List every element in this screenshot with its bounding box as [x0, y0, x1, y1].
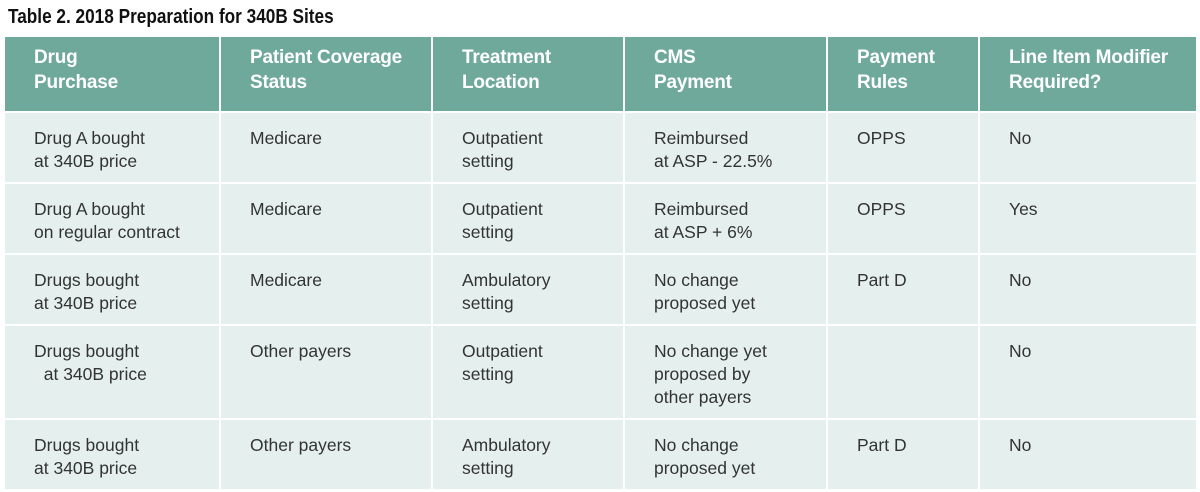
header-patient-coverage-status: Patient Coverage Status [219, 35, 433, 113]
cell-drug-purchase: Drugs bought at 340B price [5, 418, 221, 491]
table-row: Drug A bought on regular contract Medica… [5, 182, 1198, 255]
cell-cms-payment: Reimbursed at ASP - 22.5% [623, 111, 828, 184]
cell-payment-rules: OPPS [826, 111, 980, 184]
cell-cms-payment: Reimbursed at ASP + 6% [623, 182, 828, 255]
preparation-table: Drug Purchase Patient Coverage Status Tr… [5, 35, 1198, 491]
cell-payment-rules [826, 324, 980, 420]
cell-cms-payment: No change proposed yet [623, 253, 828, 326]
cell-line-item-modifier: Yes [978, 182, 1198, 255]
cell-patient-coverage: Medicare [219, 111, 433, 184]
cell-payment-rules: OPPS [826, 182, 980, 255]
cell-patient-coverage: Other payers [219, 418, 433, 491]
table-title: Table 2. 2018 Preparation for 340B Sites [8, 6, 334, 28]
header-payment-rules: Payment Rules [826, 35, 980, 113]
cell-drug-purchase: Drugs bought at 340B price [5, 324, 221, 420]
table-row: Drugs bought at 340B price Other payers … [5, 324, 1198, 420]
cell-payment-rules: Part D [826, 418, 980, 491]
cell-line-item-modifier: No [978, 111, 1198, 184]
cell-cms-payment: No change proposed yet [623, 418, 828, 491]
cell-drug-purchase: Drug A bought on regular contract [5, 182, 221, 255]
cell-patient-coverage: Medicare [219, 253, 433, 326]
cell-treatment-location: Outpatient setting [431, 111, 625, 184]
header-drug-purchase: Drug Purchase [5, 35, 221, 113]
cell-payment-rules: Part D [826, 253, 980, 326]
cell-drug-purchase: Drug A bought at 340B price [5, 111, 221, 184]
cell-drug-purchase: Drugs bought at 340B price [5, 253, 221, 326]
cell-cms-payment: No change yet proposed by other payers [623, 324, 828, 420]
table-row: Drugs bought at 340B price Other payers … [5, 418, 1198, 491]
cell-treatment-location: Ambulatory setting [431, 253, 625, 326]
cell-treatment-location: Outpatient setting [431, 182, 625, 255]
header-cms-payment: CMS Payment [623, 35, 828, 113]
cell-line-item-modifier: No [978, 324, 1198, 420]
cell-patient-coverage: Medicare [219, 182, 433, 255]
cell-treatment-location: Outpatient setting [431, 324, 625, 420]
table-row: Drug A bought at 340B price Medicare Out… [5, 111, 1198, 184]
header-line-item-modifier: Line Item Modifier Required? [978, 35, 1198, 113]
cell-line-item-modifier: No [978, 253, 1198, 326]
cell-patient-coverage: Other payers [219, 324, 433, 420]
cell-line-item-modifier: No [978, 418, 1198, 491]
header-treatment-location: Treatment Location [431, 35, 625, 113]
header-row: Drug Purchase Patient Coverage Status Tr… [5, 35, 1198, 113]
table-row: Drugs bought at 340B price Medicare Ambu… [5, 253, 1198, 326]
cell-treatment-location: Ambulatory setting [431, 418, 625, 491]
